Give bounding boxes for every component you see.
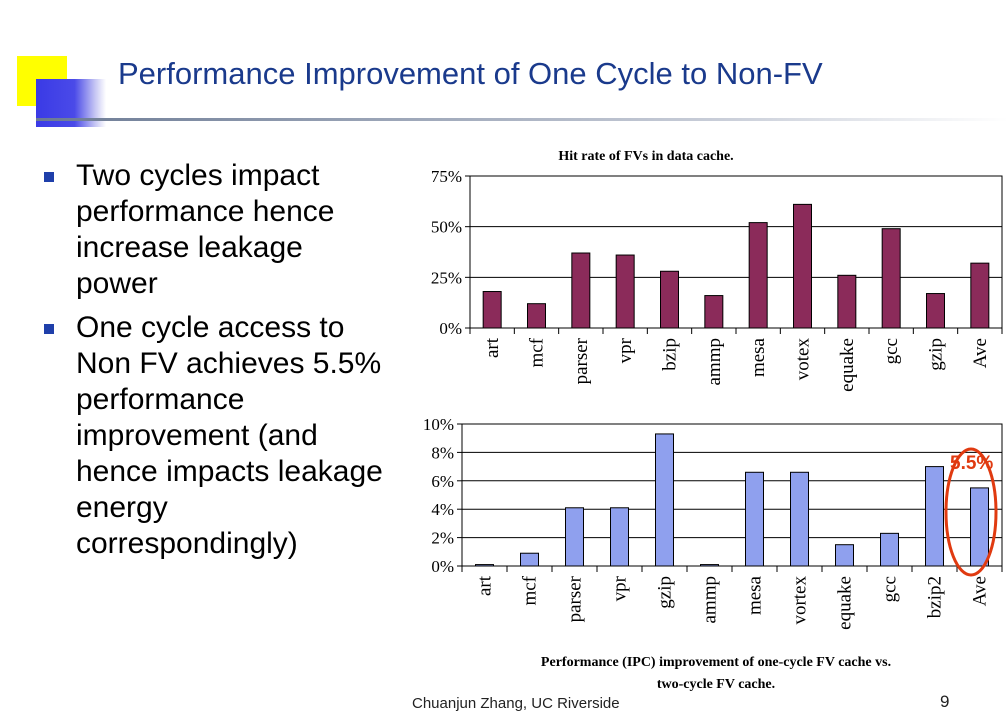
bullet-text: Two cycles impact performance hence incr… (76, 159, 335, 300)
y-tick-label: 50% (431, 218, 462, 237)
x-tick-label: parser (565, 575, 586, 622)
x-tick-label: Ave (970, 338, 991, 368)
page-number: 9 (940, 692, 950, 711)
bar-ammp (704, 295, 724, 329)
y-tick-label: 2% (431, 529, 454, 548)
x-tick-label: mesa (748, 337, 769, 377)
bar-mcf (520, 552, 539, 567)
hit-rate-chart-title: Hit rate of FVs in data cache. (558, 149, 733, 164)
y-tick-label: 10% (423, 415, 454, 434)
ipc-chart-caption-line2: two-cycle FV cache. (657, 677, 775, 692)
bar-art (482, 291, 502, 329)
slide-title: Performance Improvement of One Cycle to … (118, 56, 823, 91)
y-tick-label: 0% (431, 557, 454, 576)
bar-votex (793, 203, 812, 329)
plot-area (461, 423, 1003, 567)
x-tick-label: equake (835, 576, 856, 630)
x-tick-label: parser (571, 337, 592, 384)
x-tick-label: gcc (881, 338, 902, 364)
bar-mesa (748, 222, 768, 329)
bullet-text: One cycle access to Non FV achieves 5.5%… (76, 311, 383, 560)
highlight-circle (944, 447, 998, 577)
bar-vpr (615, 254, 635, 329)
y-tick-label: 25% (431, 268, 462, 287)
bar-equake (837, 274, 857, 329)
bar-gzip (926, 293, 945, 329)
x-tick-label: gzip (926, 338, 947, 371)
y-tick-label: 6% (431, 472, 454, 491)
bar-vortex (790, 471, 809, 567)
x-tick-label: ammp (700, 576, 721, 624)
x-tick-label: bzip (660, 338, 681, 371)
bullet-item: Two cycles impact performance hence incr… (40, 158, 385, 302)
bar-parser (571, 252, 591, 329)
bar-gcc (881, 228, 901, 329)
x-tick-label: mesa (745, 575, 766, 615)
bar-bzip2 (925, 466, 944, 567)
footer-author: Chuanjun Zhang, UC Riverside (412, 695, 620, 712)
x-tick-label: mcf (527, 337, 548, 367)
x-tick-label: art (482, 337, 503, 358)
x-tick-label: bzip2 (925, 576, 946, 618)
bar-ave (970, 487, 989, 567)
x-tick-label: vortex (790, 576, 811, 625)
x-tick-label: gzip (655, 576, 676, 609)
bar-bzip (660, 270, 679, 329)
bar-ammp (700, 564, 719, 567)
x-tick-label: Ave (970, 576, 991, 606)
x-tick-label: vpr (610, 575, 631, 601)
bar-art (475, 564, 494, 567)
bar-gzip (655, 433, 674, 567)
title-rule (36, 118, 1008, 121)
bullet-square-icon (44, 172, 54, 182)
bullet-list: Two cycles impact performance hence incr… (40, 158, 385, 570)
bar-mcf (527, 303, 546, 329)
x-tick-label: ammp (704, 338, 725, 386)
plot-area (469, 175, 1003, 329)
y-tick-label: 4% (431, 500, 454, 519)
y-tick-label: 0% (439, 319, 462, 338)
bar-vpr (610, 507, 629, 567)
ipc-chart-caption-line1: Performance (IPC) improvement of one-cyc… (541, 655, 891, 670)
x-tick-label: equake (837, 338, 858, 392)
x-tick-label: art (475, 575, 496, 596)
bar-equake (835, 544, 854, 567)
bar-gcc (880, 532, 899, 567)
bar-parser (565, 507, 584, 567)
y-tick-label: 75% (431, 167, 462, 186)
bullet-square-icon (44, 324, 54, 334)
x-tick-label: vpr (615, 337, 636, 363)
y-tick-label: 8% (431, 443, 454, 462)
highlight-label: 5.5% (950, 453, 993, 474)
bullet-item: One cycle access to Non FV achieves 5.5%… (40, 310, 385, 562)
x-tick-label: mcf (520, 575, 541, 605)
bar-mesa (745, 471, 764, 567)
x-tick-label: gcc (880, 576, 901, 602)
x-tick-label: votex (793, 338, 814, 381)
bar-ave (970, 262, 990, 329)
